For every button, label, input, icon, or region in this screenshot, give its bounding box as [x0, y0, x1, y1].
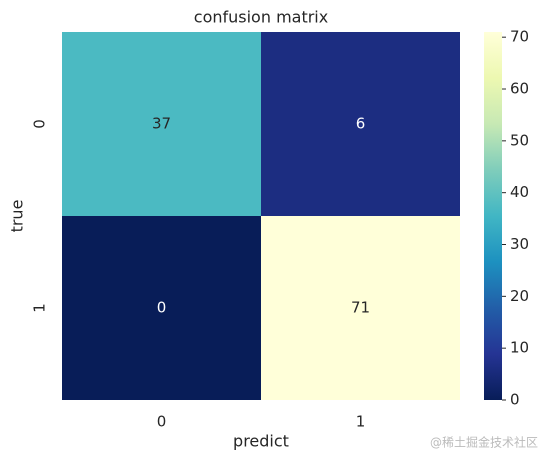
colorbar-tick-label: 40 — [510, 183, 529, 201]
cell-label: 37 — [152, 115, 171, 133]
y-tick-label: 1 — [31, 303, 49, 313]
colorbar-tick-label: 10 — [510, 339, 529, 357]
colorbar — [484, 32, 502, 400]
heatmap-cell — [261, 216, 460, 400]
y-tick-label: 0 — [31, 119, 49, 129]
colorbar-tick-label: 50 — [510, 131, 529, 149]
colorbar-tick-label: 30 — [510, 235, 529, 253]
x-axis-label: predict — [233, 432, 289, 451]
y-axis-label: true — [8, 200, 27, 233]
cell-label: 6 — [356, 115, 366, 133]
heatmap-cell — [261, 32, 460, 216]
colorbar-tick-label: 0 — [510, 391, 520, 409]
heatmap-cell — [62, 216, 261, 400]
heatmap-cell — [62, 32, 261, 216]
chart-title: confusion matrix — [194, 8, 328, 27]
watermark: @稀土掘金技术社区 — [430, 435, 538, 450]
cell-label: 71 — [351, 299, 370, 317]
colorbar-tick-label: 20 — [510, 287, 529, 305]
colorbar-tick-label: 70 — [510, 28, 529, 46]
x-tick-label: 0 — [157, 413, 167, 431]
x-tick-label: 1 — [356, 413, 366, 431]
colorbar-tick-label: 60 — [510, 80, 529, 98]
cell-label: 0 — [157, 299, 167, 317]
